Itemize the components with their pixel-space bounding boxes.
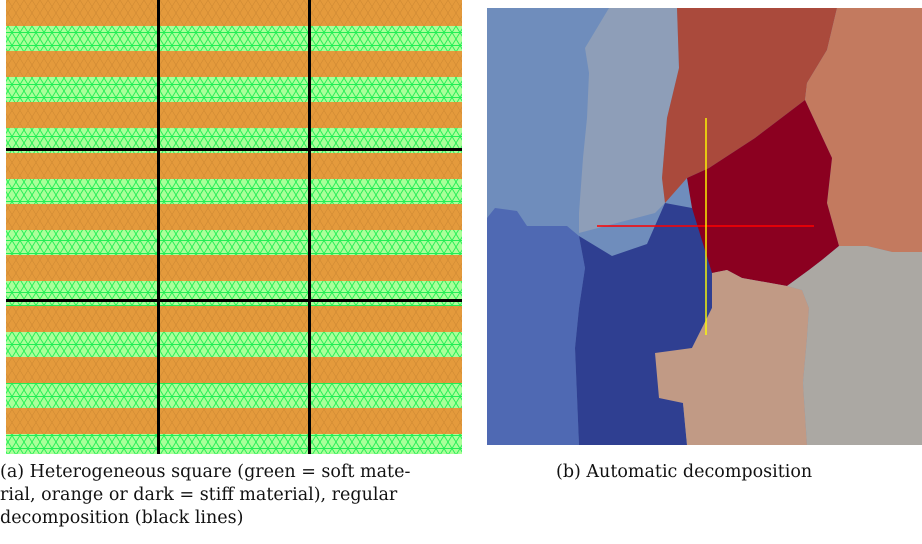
stiff-material-stripe xyxy=(6,204,462,230)
soft-material-stripe xyxy=(6,332,462,357)
caption-panel-a: (a) Heterogeneous square (green = soft m… xyxy=(0,461,470,530)
region-mid-blue xyxy=(487,208,585,445)
soft-material-stripe xyxy=(6,77,462,102)
stiff-material-stripe xyxy=(6,306,462,332)
region-dark-red xyxy=(687,100,839,286)
caption-panel-b: (b) Automatic decomposition xyxy=(556,462,813,482)
region-grey xyxy=(787,246,922,445)
soft-material-stripe xyxy=(6,26,462,51)
soft-material-stripe xyxy=(6,434,462,454)
caption-a-line-1: (a) Heterogeneous square (green = soft m… xyxy=(0,462,411,482)
stiff-material-stripe xyxy=(6,153,462,179)
material-stripes xyxy=(6,0,462,454)
soft-material-stripe xyxy=(6,179,462,204)
automatic-decomposition-map xyxy=(487,8,922,445)
stiff-material-stripe xyxy=(6,357,462,383)
stiff-material-stripe xyxy=(6,0,462,26)
region-salmon xyxy=(805,8,922,252)
stiff-material-stripe xyxy=(6,255,462,281)
soft-material-stripe xyxy=(6,383,462,408)
caption-a-line-3: decomposition (black lines) xyxy=(0,508,244,528)
heterogeneous-square-mesh xyxy=(6,0,462,454)
stiff-material-stripe xyxy=(6,408,462,434)
stiff-material-stripe xyxy=(6,51,462,77)
soft-material-stripe xyxy=(6,230,462,255)
region-grey-blue xyxy=(579,8,679,233)
stiff-material-stripe xyxy=(6,102,462,128)
decomposition-grid xyxy=(6,0,462,454)
region-tan xyxy=(655,270,809,445)
caption-a-line-2: rial, orange or dark = stiff material), … xyxy=(0,485,398,505)
soft-material-stripe xyxy=(6,281,462,306)
